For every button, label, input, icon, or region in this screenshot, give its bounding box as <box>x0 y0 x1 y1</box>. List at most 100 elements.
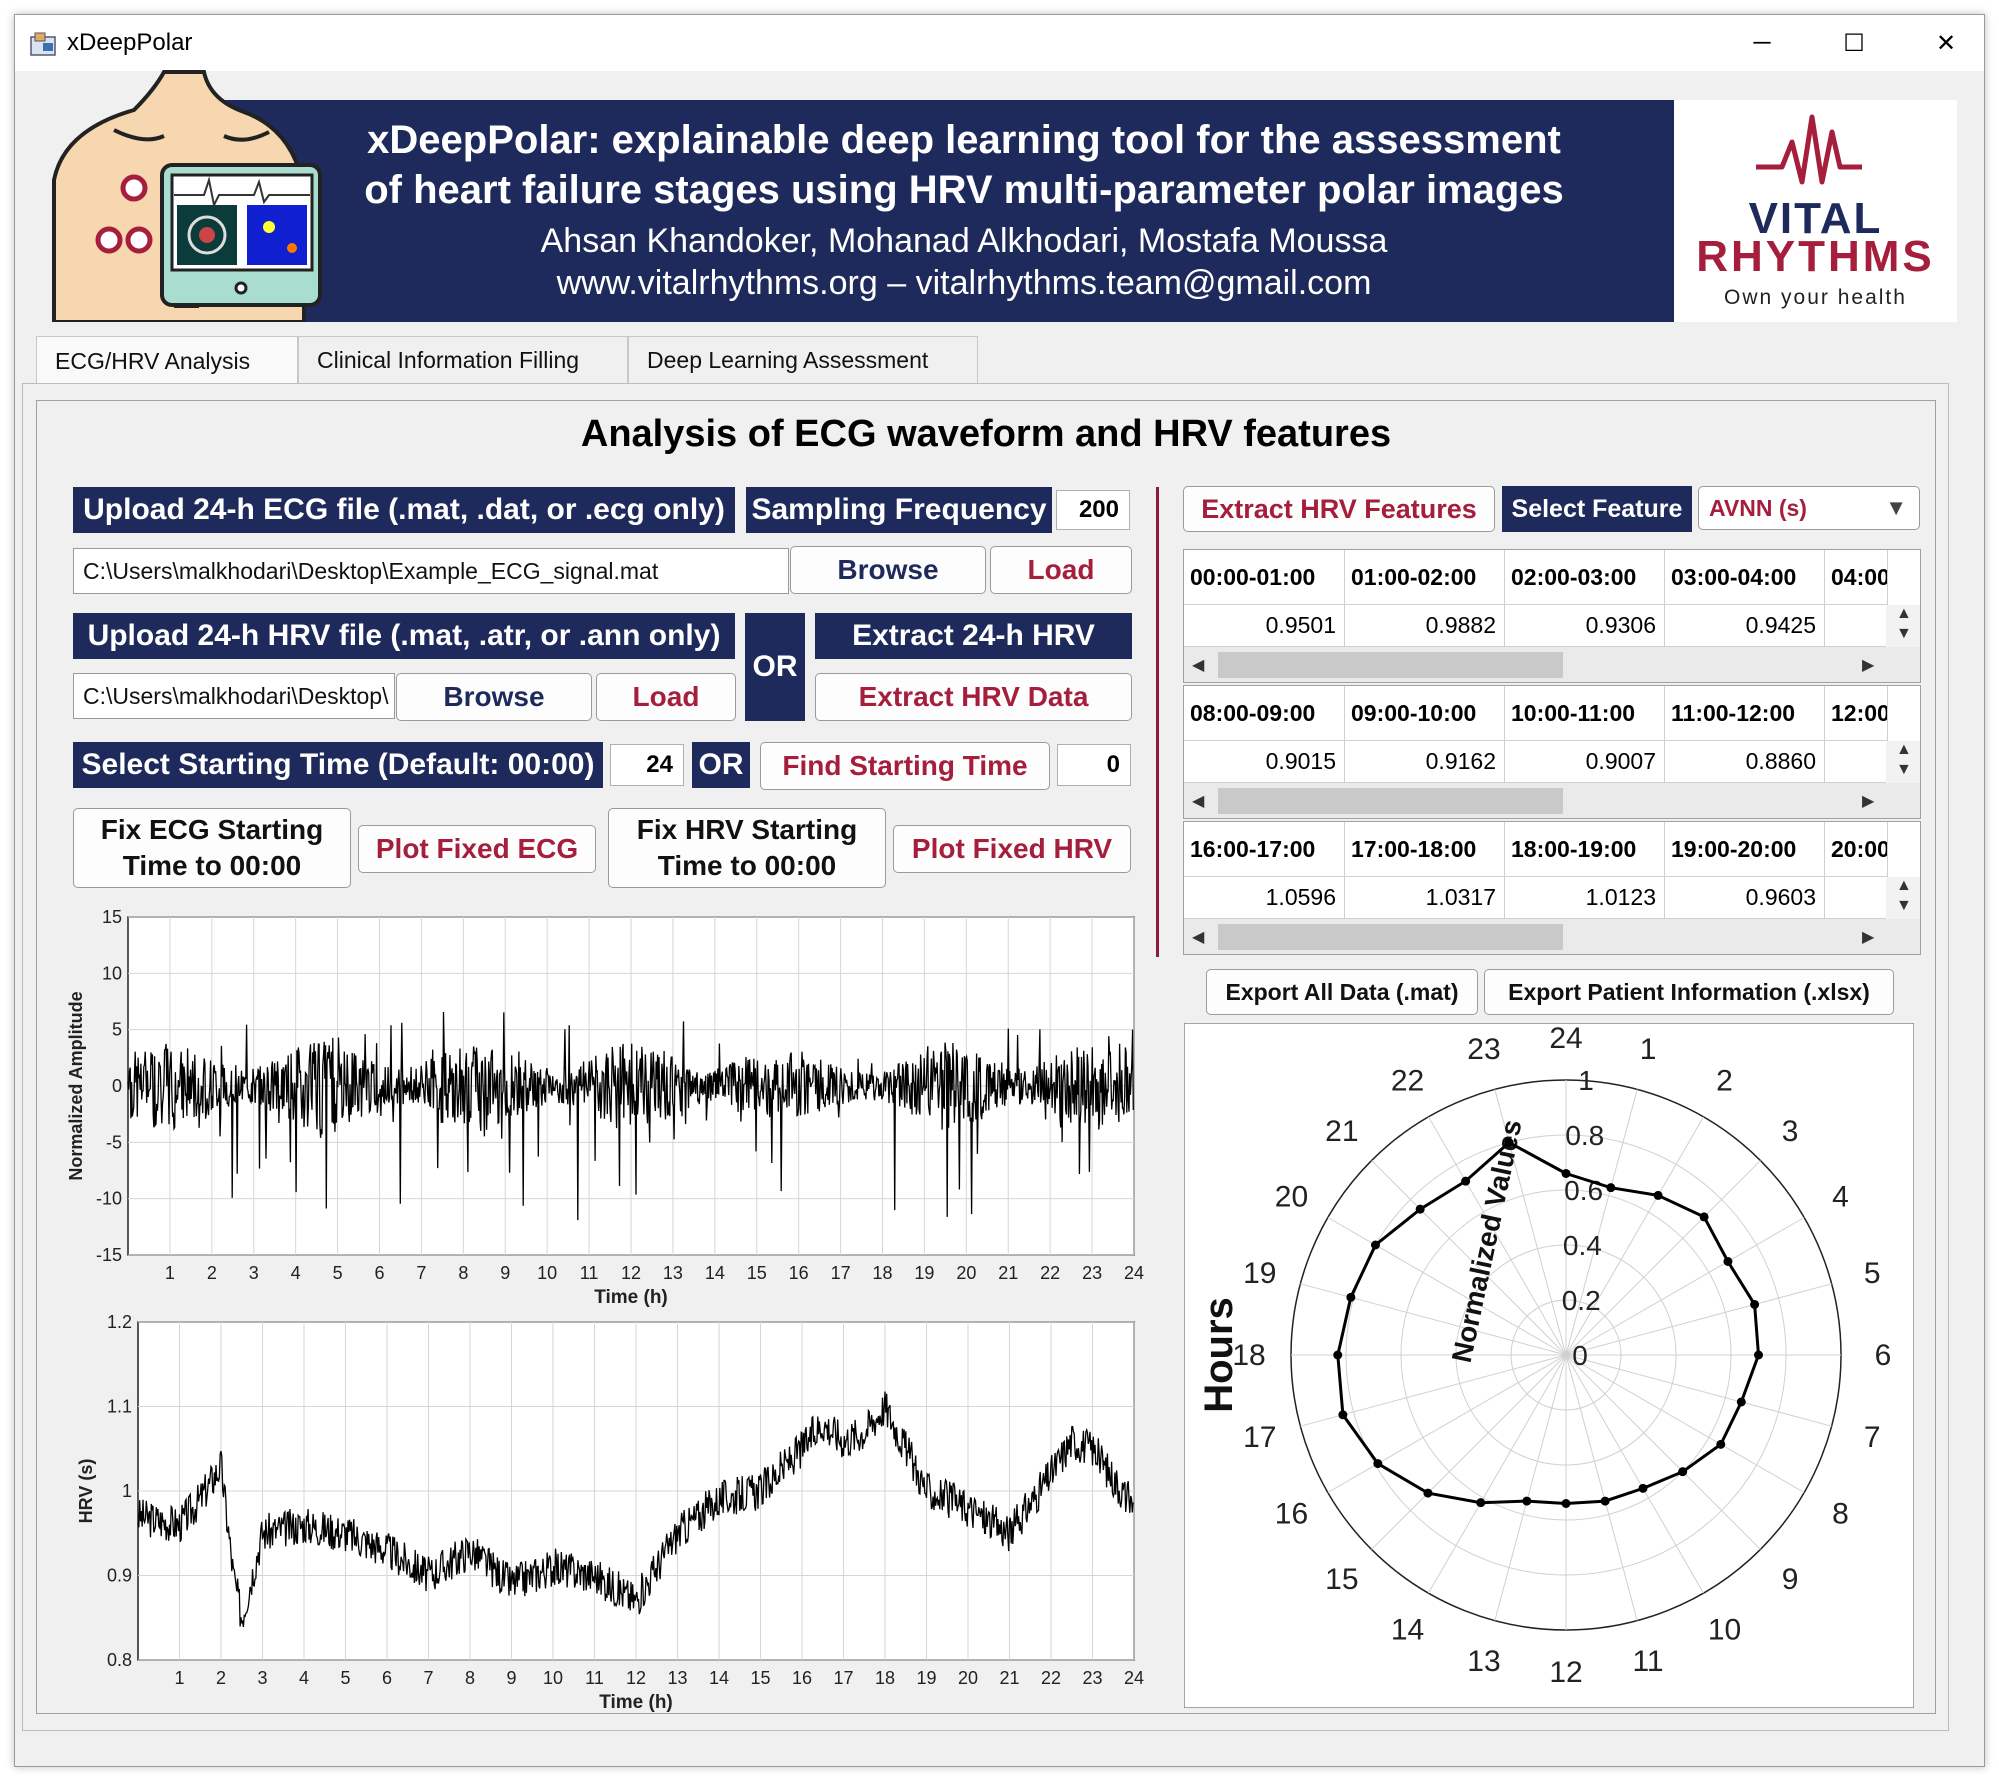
polar-data-point <box>1370 1240 1380 1250</box>
polar-r-tick-label: 1 <box>1578 1065 1594 1096</box>
table-cell[interactable] <box>1825 605 1888 647</box>
scroll-right-icon[interactable]: ▶ <box>1862 657 1875 674</box>
scroll-left-icon[interactable]: ◀ <box>1192 929 1205 946</box>
sampling-frequency-input[interactable]: 200 <box>1056 490 1130 530</box>
hrv-table-hours-0-4[interactable]: 00:00-01:00 01:00-02:00 02:00-03:00 03:0… <box>1183 549 1921 683</box>
scrollbar-thumb[interactable] <box>1218 788 1563 814</box>
export-all-data-button[interactable]: Export All Data (.mat) <box>1206 969 1478 1015</box>
table-cell[interactable]: 0.9882 <box>1345 605 1505 647</box>
table-cell[interactable]: 0.9603 <box>1665 877 1825 919</box>
table-cell[interactable]: 0.9501 <box>1184 605 1345 647</box>
hrv-load-button[interactable]: Load <box>596 673 736 721</box>
horizontal-scrollbar[interactable]: ◀ ▶ <box>1184 647 1920 682</box>
table-header: 12:00 <box>1825 686 1888 741</box>
polar-hour-label: 1 <box>1640 1033 1657 1066</box>
table-cell[interactable] <box>1825 877 1888 919</box>
scroll-down-icon[interactable]: ▼ <box>1896 761 1912 778</box>
x-tick-label: 3 <box>257 1668 267 1688</box>
tab-deep-learning-assessment[interactable]: Deep Learning Assessment <box>628 336 978 384</box>
table-cell[interactable]: 0.9306 <box>1505 605 1665 647</box>
vertical-scrollbar[interactable]: ▲ ▼ <box>1886 741 1920 783</box>
x-tick-label: 9 <box>506 1668 516 1688</box>
minimize-button[interactable]: ─ <box>1753 29 1771 56</box>
fix-hrv-starting-time-button[interactable]: Fix HRV Starting Time to 00:00 <box>608 808 886 888</box>
polar-data-point <box>1415 1204 1425 1214</box>
heartbeat-icon <box>1756 114 1862 185</box>
fix-ecg-starting-time-button[interactable]: Fix ECG Starting Time to 00:00 <box>73 808 351 888</box>
x-tick-label: 8 <box>458 1263 468 1283</box>
x-tick-label: 21 <box>999 1668 1019 1688</box>
polar-hour-label: 4 <box>1832 1181 1849 1214</box>
sampling-frequency-label: Sampling Frequency <box>746 487 1052 533</box>
x-tick-label: 11 <box>580 1263 599 1283</box>
x-tick-label: 22 <box>1041 1668 1061 1688</box>
table-cell[interactable]: 0.9162 <box>1345 741 1505 783</box>
table-cell[interactable]: 1.0123 <box>1505 877 1665 919</box>
plot-fixed-ecg-button[interactable]: Plot Fixed ECG <box>358 825 596 873</box>
x-tick-label: 5 <box>340 1668 350 1688</box>
polar-data-point <box>1476 1498 1486 1508</box>
polar-hour-label: 23 <box>1467 1033 1500 1066</box>
close-button[interactable]: ✕ <box>1935 29 1957 57</box>
scroll-right-icon[interactable]: ▶ <box>1862 929 1875 946</box>
ecg-browse-button[interactable]: Browse <box>790 546 986 594</box>
scroll-down-icon[interactable]: ▼ <box>1896 625 1912 642</box>
scroll-up-icon[interactable]: ▲ <box>1896 741 1912 758</box>
table-cell[interactable] <box>1825 741 1888 783</box>
scroll-left-icon[interactable]: ◀ <box>1192 657 1205 674</box>
table-cell[interactable]: 0.9007 <box>1505 741 1665 783</box>
tab-clinical-information[interactable]: Clinical Information Filling <box>298 336 628 384</box>
x-tick-label: 24 <box>1124 1668 1144 1688</box>
x-tick-label: 23 <box>1082 1263 1102 1283</box>
hrv-file-path-input[interactable]: C:\Users\malkhodari\Desktop\ <box>73 673 395 719</box>
extract-hrv-features-button[interactable]: Extract HRV Features <box>1183 486 1495 532</box>
tab-ecg-hrv-analysis[interactable]: ECG/HRV Analysis <box>36 336 298 386</box>
hrv-browse-button[interactable]: Browse <box>396 673 592 721</box>
table-cell[interactable]: 0.8860 <box>1665 741 1825 783</box>
table-cell[interactable]: 1.0317 <box>1345 877 1505 919</box>
y-tick-label: 15 <box>102 907 122 927</box>
starting-time-input[interactable]: 24 <box>610 744 684 786</box>
horizontal-scrollbar[interactable]: ◀ ▶ <box>1184 783 1920 818</box>
table-header: 08:00-09:00 <box>1184 686 1345 741</box>
plot-fixed-hrv-button[interactable]: Plot Fixed HRV <box>893 825 1131 873</box>
table-cell[interactable]: 0.9425 <box>1665 605 1825 647</box>
vertical-scrollbar[interactable]: ▲ ▼ <box>1886 605 1920 647</box>
scrollbar-thumb[interactable] <box>1218 924 1563 950</box>
polar-data-point <box>1754 1350 1763 1360</box>
polar-data-point <box>1423 1488 1433 1498</box>
x-tick-label: 16 <box>789 1263 809 1283</box>
logo-tagline: Own your health <box>1724 286 1907 309</box>
feature-dropdown[interactable]: AVNN (s) ▼ <box>1698 486 1920 530</box>
scrollbar-thumb[interactable] <box>1218 652 1563 678</box>
scroll-up-icon[interactable]: ▲ <box>1896 605 1912 622</box>
ecg-load-button[interactable]: Load <box>990 546 1132 594</box>
polar-data-point <box>1504 1137 1514 1147</box>
found-starting-time-value: 0 <box>1057 744 1131 786</box>
x-tick-label: 8 <box>465 1668 475 1688</box>
polar-spoke <box>1565 1283 1832 1356</box>
find-starting-time-button[interactable]: Find Starting Time <box>760 742 1050 790</box>
x-tick-label: 7 <box>416 1263 426 1283</box>
x-tick-label: 16 <box>792 1668 812 1688</box>
scroll-down-icon[interactable]: ▼ <box>1896 897 1912 914</box>
hrv-table-hours-16-20[interactable]: 16:00-17:00 17:00-18:00 18:00-19:00 19:0… <box>1183 821 1921 955</box>
horizontal-scrollbar[interactable]: ◀ ▶ <box>1184 919 1920 954</box>
polar-r-tick-label: 0 <box>1572 1340 1588 1371</box>
polar-spoke <box>1565 1217 1805 1356</box>
export-patient-info-button[interactable]: Export Patient Information (.xlsx) <box>1484 969 1894 1015</box>
vertical-scrollbar[interactable]: ▲ ▼ <box>1886 877 1920 919</box>
polar-hour-label: 16 <box>1275 1498 1308 1531</box>
ecg-file-path-input[interactable]: C:\Users\malkhodari\Desktop\Example_ECG_… <box>73 548 789 594</box>
maximize-button[interactable]: ☐ <box>1843 29 1865 57</box>
table-header: 02:00-03:00 <box>1505 550 1665 605</box>
polar-data-point <box>1600 1496 1610 1506</box>
table-cell[interactable]: 0.9015 <box>1184 741 1345 783</box>
x-tick-label: 17 <box>833 1668 853 1688</box>
scroll-right-icon[interactable]: ▶ <box>1862 793 1875 810</box>
table-cell[interactable]: 1.0596 <box>1184 877 1345 919</box>
hrv-table-hours-8-12[interactable]: 08:00-09:00 09:00-10:00 10:00-11:00 11:0… <box>1183 685 1921 819</box>
scroll-left-icon[interactable]: ◀ <box>1192 793 1205 810</box>
scroll-up-icon[interactable]: ▲ <box>1896 877 1912 894</box>
extract-hrv-data-button[interactable]: Extract HRV Data <box>815 673 1132 721</box>
